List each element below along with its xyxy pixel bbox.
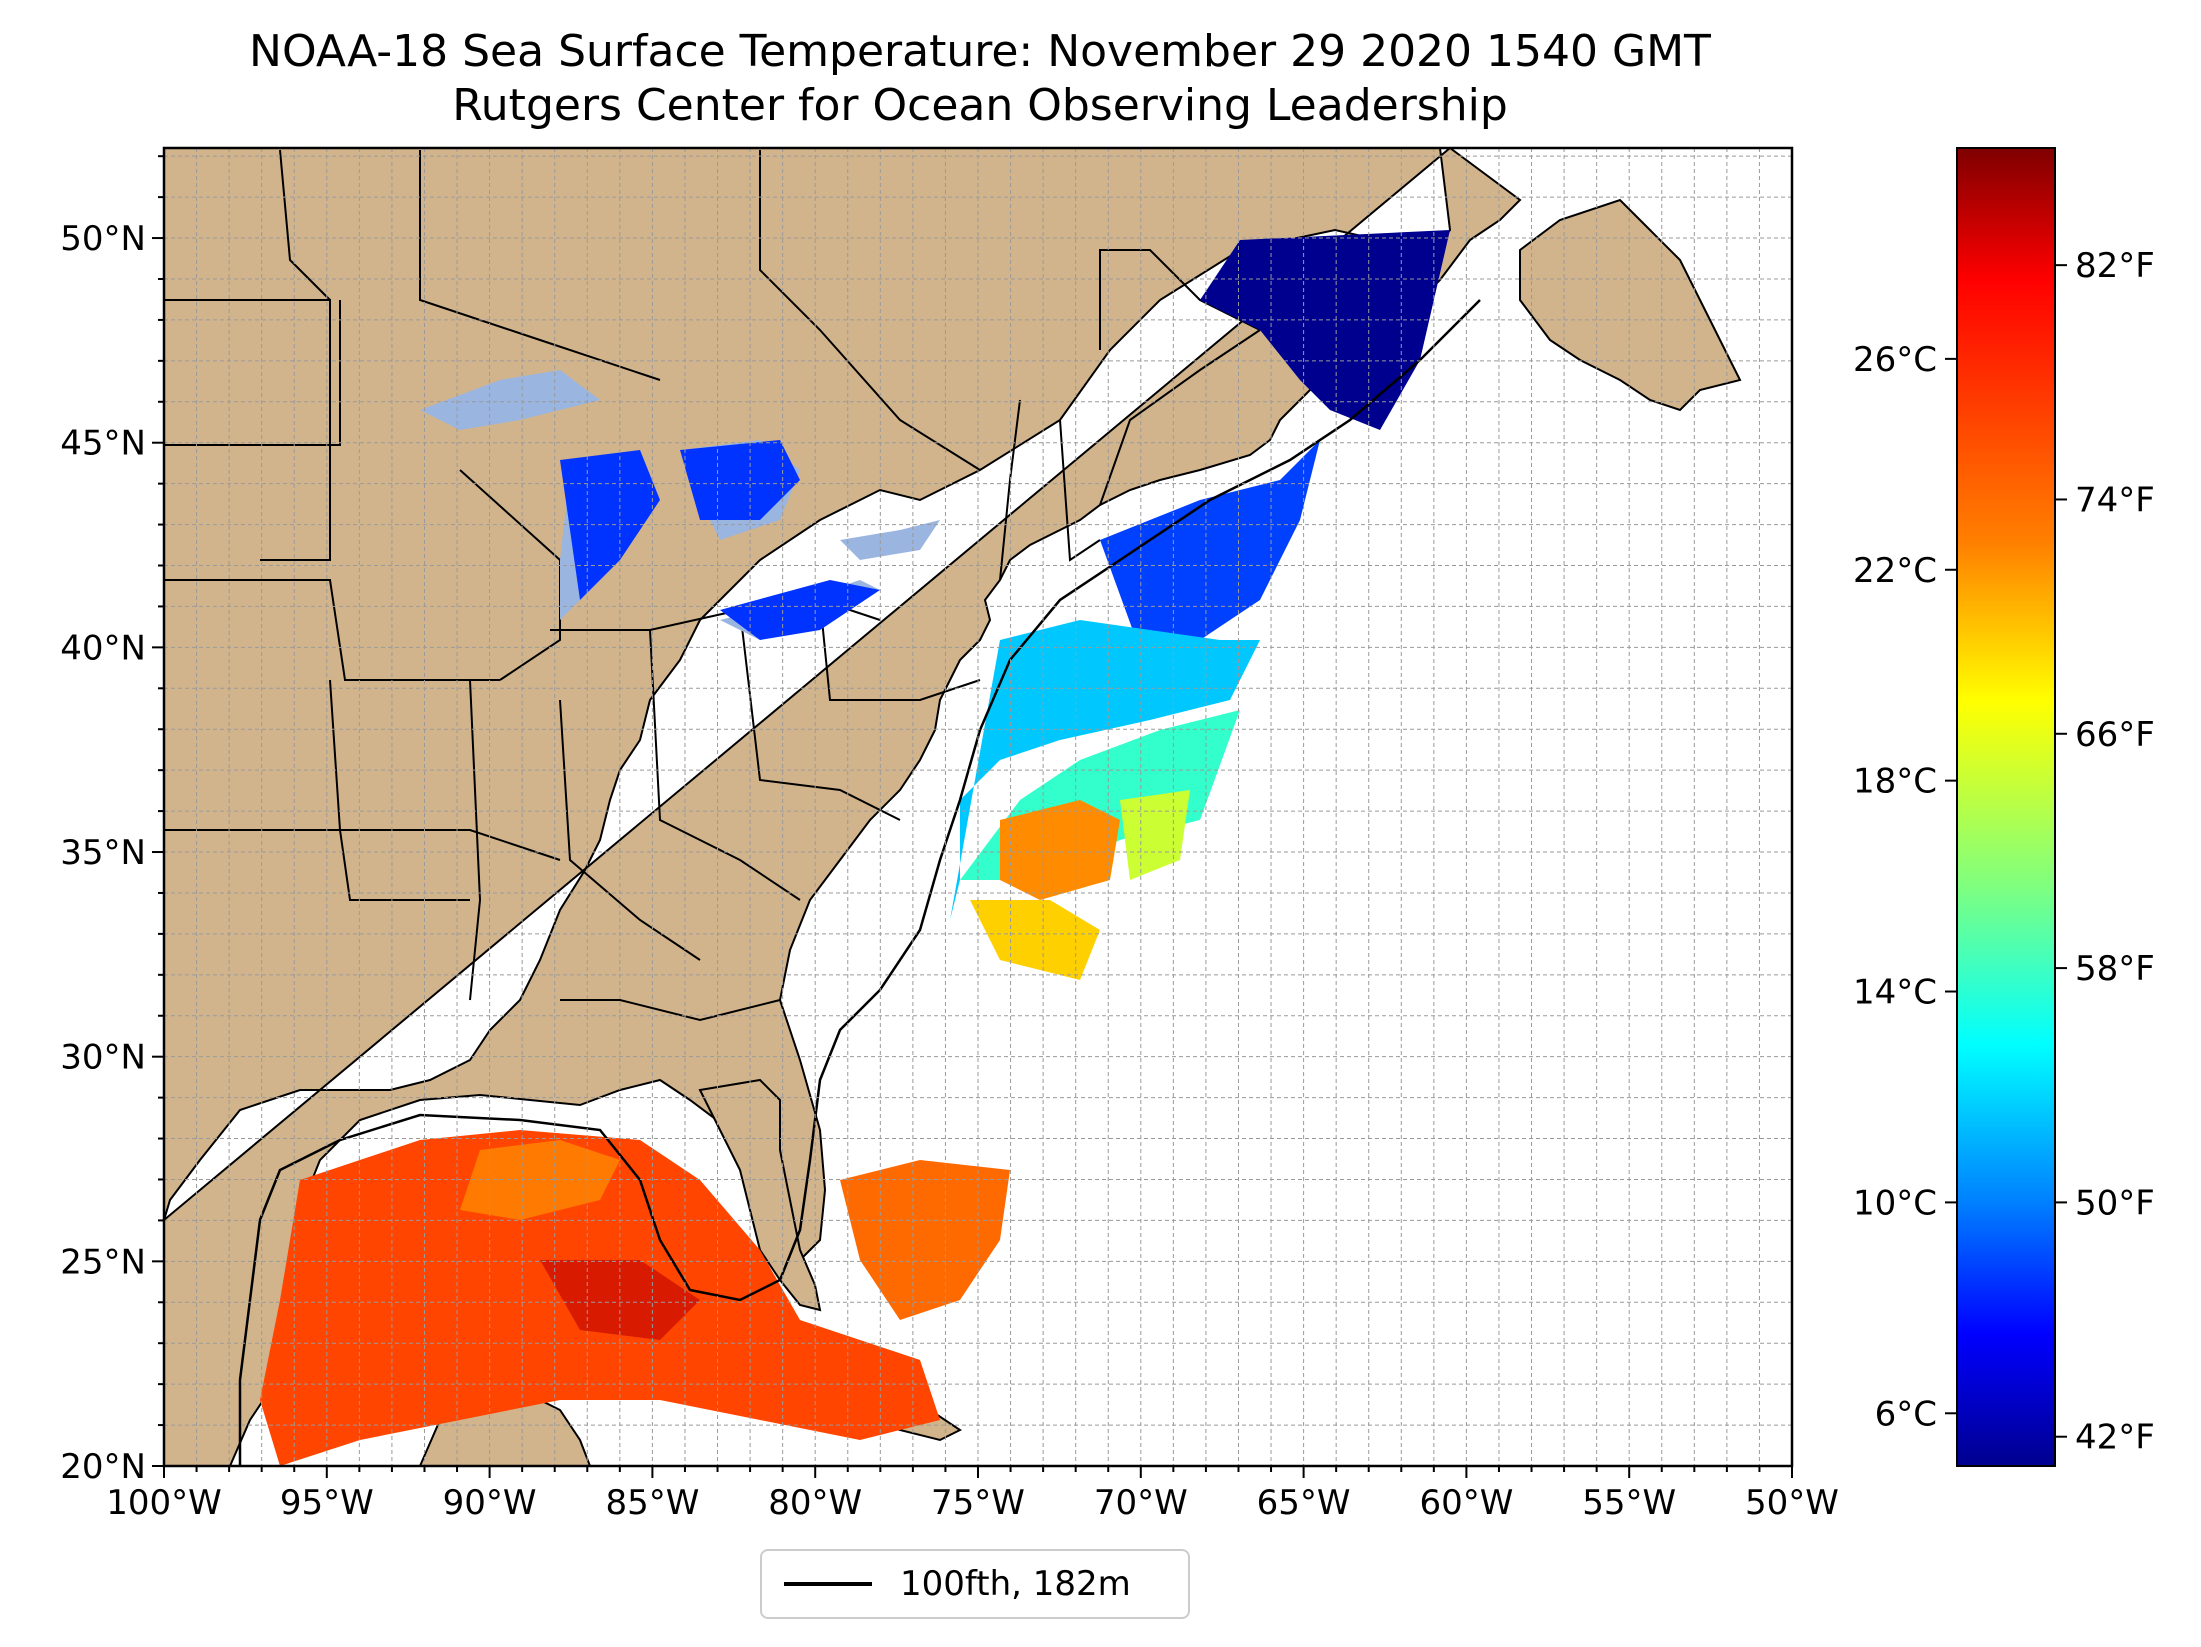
lon-tick-label: 65°W [1257, 1483, 1351, 1523]
isobath-100fth [238, 299, 1481, 1466]
fahrenheit-ticks: 42°F 50°F 58°F 66°F 74°F 82°F [2055, 246, 2155, 1458]
celsius-tick-label: 22°C [1853, 551, 1937, 591]
celsius-tick-label: 26°C [1853, 340, 1937, 380]
celsius-tick-label: 10°C [1853, 1183, 1937, 1223]
lon-tick-label: 75°W [931, 1483, 1025, 1523]
lat-tick-label: 25°N [60, 1242, 146, 1282]
fahrenheit-tick-label: 50°F [2075, 1183, 2155, 1223]
fahrenheit-tick-label: 66°F [2075, 715, 2155, 755]
map-legend: 100fth, 182m [760, 1549, 1190, 1619]
lat-tick-label: 30°N [60, 1038, 146, 1078]
celsius-tick-label: 14°C [1853, 973, 1937, 1013]
map-subtitle: Rutgers Center for Ocean Observing Leade… [452, 80, 1508, 131]
lon-tick-label: 80°W [768, 1483, 862, 1523]
lon-tick-label: 85°W [605, 1483, 699, 1523]
lon-tick-label: 50°W [1745, 1483, 1839, 1523]
newfoundland-land [1519, 198, 1742, 412]
lon-tick-label: 100°W [106, 1483, 222, 1523]
celsius-ticks: 6°C 10°C 14°C 18°C 22°C 26°C [1853, 340, 1957, 1434]
lat-tick-label: 20°N [60, 1447, 146, 1487]
latitude-ticks: 20°N 25°N 30°N 35°N 40°N 45°N 50°N [60, 155, 164, 1487]
lat-tick-label: 35°N [60, 833, 146, 873]
celsius-tick-label: 18°C [1853, 762, 1937, 802]
legend-line-sample [784, 1582, 872, 1586]
longitude-ticks: 100°W 95°W 90°W 85°W 80°W 75°W 70°W 65°W 60°W 55°… [106, 1466, 1839, 1523]
fahrenheit-tick-label: 42°F [2075, 1418, 2155, 1458]
map-title: NOAA-18 Sea Surface Temperature: Novembe… [249, 26, 1711, 77]
lon-tick-label: 90°W [443, 1483, 537, 1523]
lon-tick-label: 60°W [1419, 1483, 1513, 1523]
lat-tick-label: 50°N [60, 219, 146, 259]
lat-tick-label: 40°N [60, 628, 146, 668]
lon-tick-label: 70°W [1094, 1483, 1188, 1523]
lon-tick-label: 95°W [280, 1483, 374, 1523]
legend-label: 100fth, 182m [900, 1564, 1131, 1604]
fahrenheit-tick-label: 58°F [2075, 949, 2155, 989]
fahrenheit-tick-label: 74°F [2075, 480, 2155, 520]
fahrenheit-tick-label: 82°F [2075, 246, 2155, 286]
celsius-tick-label: 6°C [1875, 1394, 1937, 1434]
lat-tick-label: 45°N [60, 424, 146, 464]
colorbar [1956, 147, 2056, 1467]
sst-swath [260, 230, 1450, 1466]
lat-lon-grid [163, 148, 1793, 1467]
lon-tick-label: 55°W [1582, 1483, 1676, 1523]
